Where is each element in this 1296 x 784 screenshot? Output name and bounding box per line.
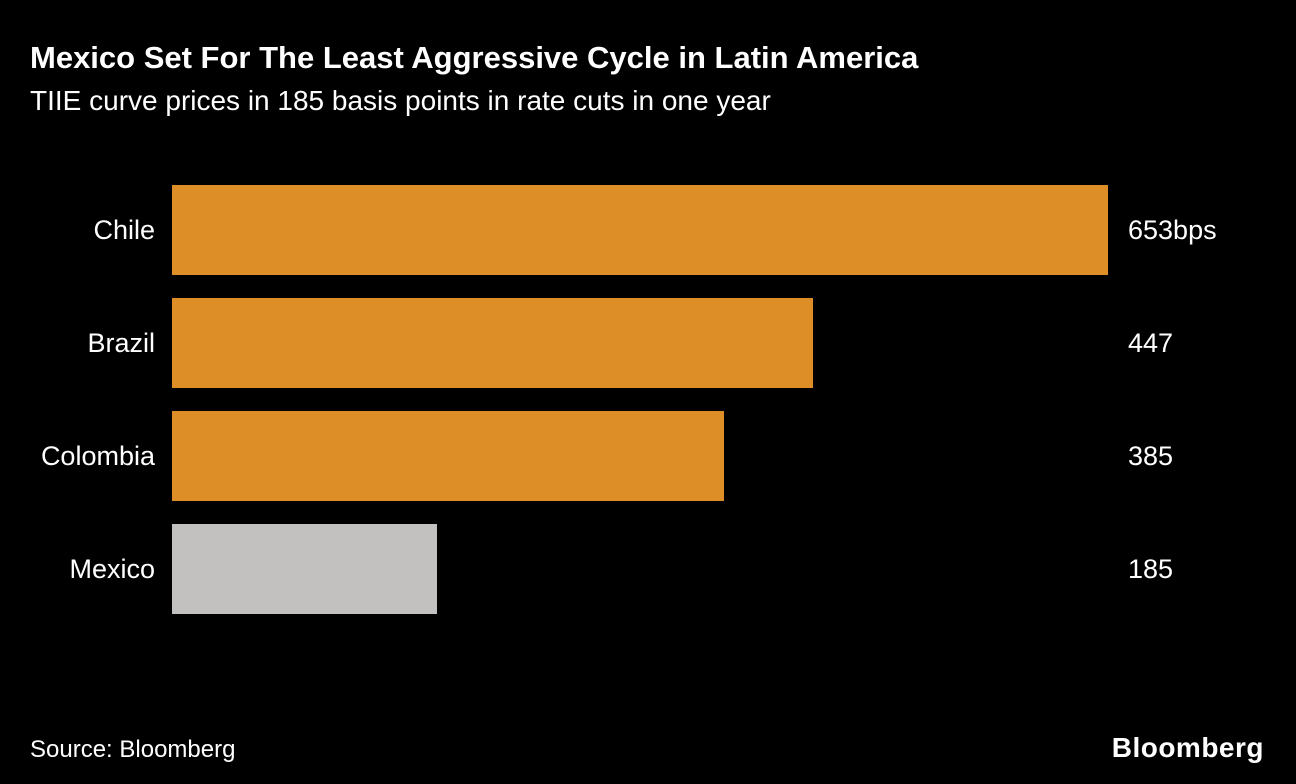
bar-row-label: Colombia <box>40 440 155 471</box>
bar-track <box>172 185 1108 275</box>
bar <box>172 524 438 614</box>
bar-row: Colombia 385 <box>0 411 1296 501</box>
chart-title: Mexico Set For The Least Aggressive Cycl… <box>30 40 919 75</box>
bar-row-label: Chile <box>93 214 155 245</box>
bar-track <box>172 411 1108 501</box>
bar <box>172 411 724 501</box>
chart-header: Mexico Set For The Least Aggressive Cycl… <box>30 40 1266 117</box>
chart-subtitle: TIIE curve prices in 185 basis points in… <box>30 84 771 116</box>
bar-value-label: 447 <box>1128 327 1174 358</box>
bloomberg-logo: Bloomberg <box>1111 732 1264 763</box>
bar-track <box>172 524 1108 614</box>
bar-row: Chile 653bps <box>0 185 1296 275</box>
bar <box>172 298 813 388</box>
bar-value-label: 185 <box>1128 553 1174 584</box>
bar-chart: Chile 653bps Brazil 447 Colombia 385 Mex… <box>0 185 1296 637</box>
bar-row: Brazil 447 <box>0 298 1296 388</box>
source-attribution: Source: Bloomberg <box>30 736 236 763</box>
bar-row-label: Brazil <box>87 327 155 358</box>
bar-row-label: Mexico <box>69 553 155 584</box>
bar-value-label: 653bps <box>1128 214 1217 245</box>
chart-footer: Source: Bloomberg Bloomberg <box>30 732 1264 764</box>
bar-track <box>172 298 1108 388</box>
bar-row: Mexico 185 <box>0 524 1296 614</box>
bar-value-label: 385 <box>1128 440 1174 471</box>
bar <box>172 185 1108 275</box>
